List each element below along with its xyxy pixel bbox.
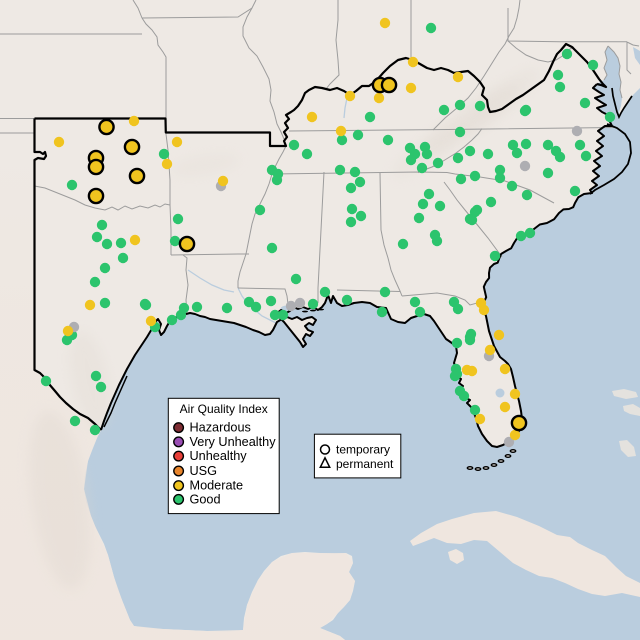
svg-text:permanent: permanent [336,457,394,471]
svg-text:Unhealthy: Unhealthy [190,449,248,463]
svg-text:Good: Good [190,492,221,506]
svg-text:temporary: temporary [336,443,390,457]
svg-text:Moderate: Moderate [190,479,244,493]
svg-text:USG: USG [190,464,218,478]
svg-text:Hazardous: Hazardous [190,421,251,435]
svg-text:Air Quality Index: Air Quality Index [180,402,268,416]
svg-text:Very Unhealthy: Very Unhealthy [190,435,277,449]
